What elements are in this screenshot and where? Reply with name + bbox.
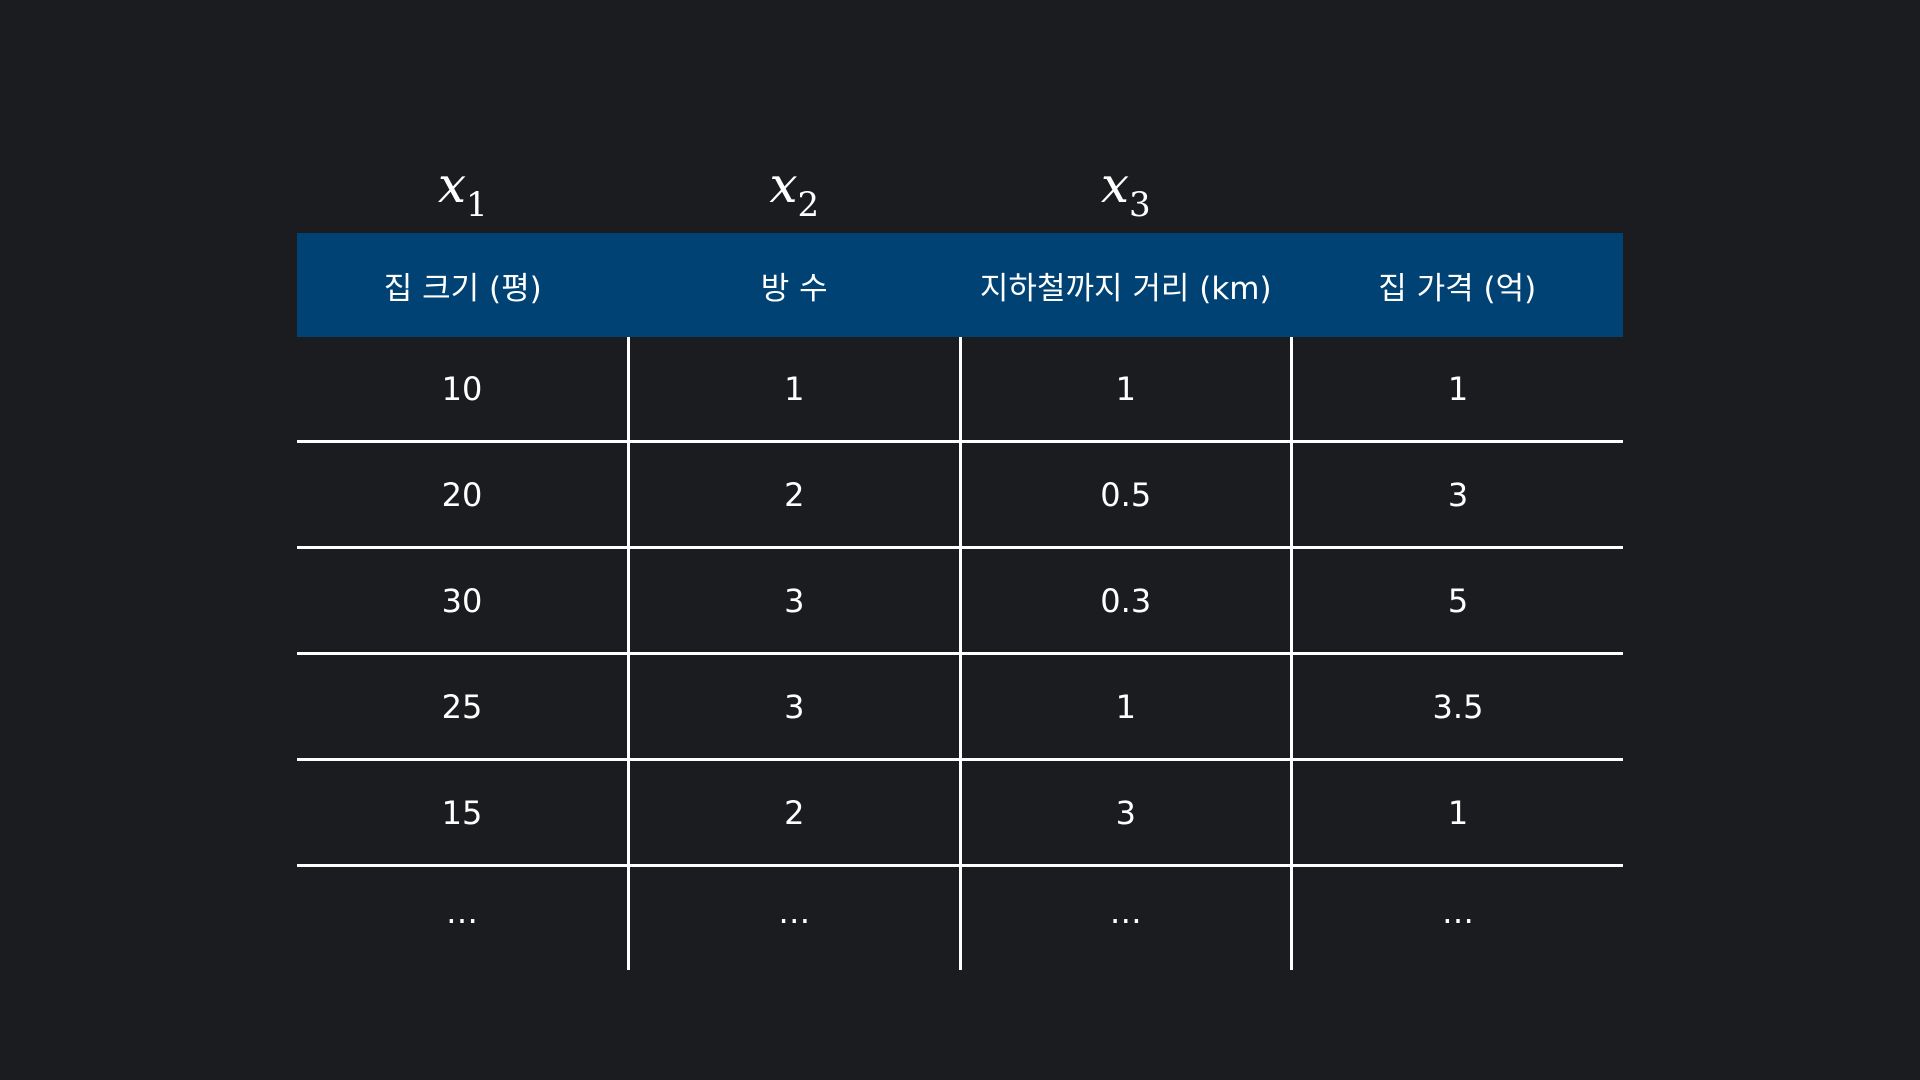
cell-subway-distance: 0.5 (960, 441, 1293, 549)
variable-label-x2: x2 (769, 156, 820, 225)
cell-subway-distance: 3 (960, 759, 1293, 867)
cell-subway-distance: 1 (960, 337, 1293, 443)
cell-house-price: 1 (1291, 759, 1623, 867)
table-body: 10 1 1 1 20 2 0.5 3 30 3 0.3 5 25 3 1 3.… (297, 337, 1623, 970)
cell-house-size: 20 (297, 441, 630, 549)
cell-subway-distance: 1 (960, 653, 1293, 761)
variable-label-x1: x1 (437, 156, 488, 225)
table-row: 25 3 1 3.5 (297, 653, 1623, 761)
table-row: 20 2 0.5 3 (297, 441, 1623, 549)
table-row-ellipsis: … … … … (297, 865, 1623, 970)
cell-subway-distance: 0.3 (960, 547, 1293, 655)
table-row: 10 1 1 1 (297, 337, 1623, 443)
header-subway-distance: 지하철까지 거리 (km) (960, 233, 1292, 337)
variable-label-x3: x3 (1100, 156, 1151, 225)
cell-ellipsis: … (297, 865, 630, 970)
cell-room-count: 2 (628, 441, 962, 549)
table-row: 15 2 3 1 (297, 759, 1623, 867)
cell-room-count: 1 (628, 337, 962, 443)
cell-house-size: 25 (297, 653, 630, 761)
table-row: 30 3 0.3 5 (297, 547, 1623, 655)
header-house-price: 집 가격 (억) (1291, 233, 1623, 337)
header-room-count: 방 수 (628, 233, 960, 337)
cell-room-count: 3 (628, 547, 962, 655)
cell-house-price: 3.5 (1291, 653, 1623, 761)
cell-house-size: 15 (297, 759, 630, 867)
cell-room-count: 2 (628, 759, 962, 867)
cell-house-price: 5 (1291, 547, 1623, 655)
cell-room-count: 3 (628, 653, 962, 761)
feature-variable-labels: x1 x2 x3 (297, 150, 1623, 230)
house-price-data-table: 집 크기 (평) 방 수 지하철까지 거리 (km) 집 가격 (억) 10 1… (297, 233, 1623, 970)
cell-house-size: 10 (297, 337, 630, 443)
cell-ellipsis: … (628, 865, 962, 970)
cell-house-price: 1 (1291, 337, 1623, 443)
header-house-size: 집 크기 (평) (297, 233, 629, 337)
cell-house-price: 3 (1291, 441, 1623, 549)
header-row: 집 크기 (평) 방 수 지하철까지 거리 (km) 집 가격 (억) (297, 233, 1623, 337)
table-header: 집 크기 (평) 방 수 지하철까지 거리 (km) 집 가격 (억) (297, 233, 1623, 337)
cell-ellipsis: … (960, 865, 1293, 970)
cell-house-size: 30 (297, 547, 630, 655)
cell-ellipsis: … (1442, 893, 1474, 931)
